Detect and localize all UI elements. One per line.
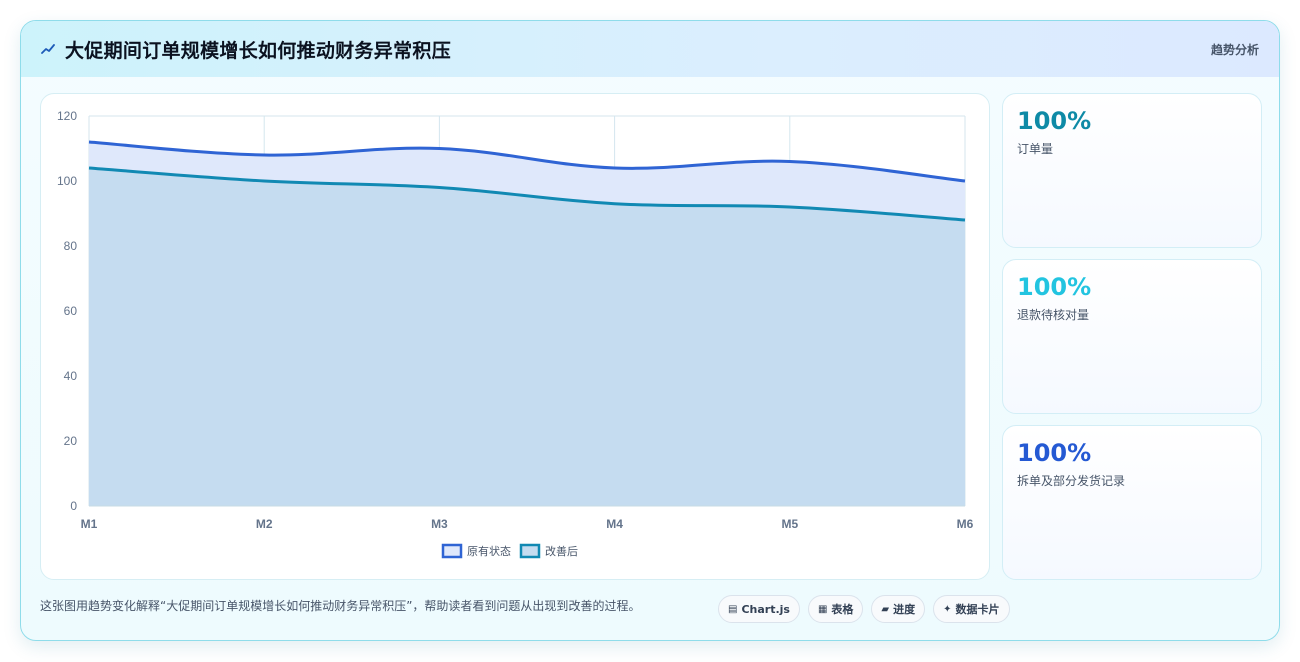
x-tick-label: M5: [781, 517, 798, 531]
tech-chips: ▤ Chart.js ▦ 表格 ▰ 进度 ✦ 数据卡片: [718, 595, 1010, 623]
x-tick-label: M2: [256, 517, 273, 531]
y-tick-label: 100: [57, 174, 77, 188]
card-header: 大促期间订单规模增长如何推动财务异常积压 趋势分析: [21, 21, 1279, 77]
chip-progress[interactable]: ▰ 进度: [871, 595, 926, 623]
series-area-1: [89, 168, 965, 506]
x-tick-label: M3: [431, 517, 448, 531]
chart-icon: ▤: [728, 603, 738, 615]
kpi-value: 100%: [1017, 273, 1092, 301]
legend-label-0: 原有状态: [467, 544, 511, 558]
sparkle-icon: ✦: [943, 603, 952, 615]
chip-label: 数据卡片: [955, 603, 1000, 616]
chip-chartjs[interactable]: ▤ Chart.js: [718, 595, 800, 623]
legend-label-1: 改善后: [545, 544, 578, 558]
kpi-card-split-shipments: 100% 拆单及部分发货记录: [1002, 425, 1262, 580]
x-tick-label: M4: [606, 517, 623, 531]
legend-swatch-1: [519, 543, 541, 559]
page-title: 大促期间订单规模增长如何推动财务异常积压: [65, 39, 452, 62]
kpi-card-refunds: 100% 退款待核对量: [1002, 259, 1262, 414]
dashboard-card: 大促期间订单规模增长如何推动财务异常积压 趋势分析 0 20 40 60 80 100 12…: [20, 20, 1280, 641]
series-line-0: [88, 140, 966, 183]
kpi-value: 100%: [1017, 107, 1092, 135]
kpi-card-orders: 100% 订单量: [1002, 93, 1262, 248]
chip-table[interactable]: ▦ 表格: [807, 595, 864, 623]
y-tick-label: 40: [64, 369, 78, 383]
kpi-label: 拆单及部分发货记录: [1017, 474, 1126, 488]
x-tick-label: M6: [957, 517, 974, 531]
trend-analysis-tag: 趋势分析: [1210, 42, 1259, 57]
chip-label: 进度: [893, 603, 916, 616]
chart-panel: 0 20 40 60 80 100 120 M1 M2 M3 M4 M5 M6 原有状态 改善后: [40, 93, 990, 580]
chip-label: 表格: [831, 603, 854, 616]
x-tick-label: M1: [81, 517, 98, 531]
y-tick-label: 20: [64, 434, 78, 448]
progress-icon: ▰: [881, 603, 890, 615]
title-wrap: 大促期间订单规模增长如何推动财务异常积压: [41, 36, 451, 63]
kpi-label: 退款待核对量: [1017, 308, 1090, 322]
trend-icon: [41, 44, 55, 54]
legend-swatch-0: [441, 543, 463, 559]
chip-data-cards[interactable]: ✦ 数据卡片: [933, 595, 1010, 623]
chip-label: Chart.js: [741, 602, 790, 616]
y-tick-label: 120: [57, 109, 77, 123]
kpi-label: 订单量: [1017, 142, 1054, 156]
series-line-1: [88, 166, 966, 222]
y-tick-label: 0: [70, 499, 77, 513]
y-tick-label: 60: [64, 304, 78, 318]
kpi-value: 100%: [1017, 439, 1092, 467]
table-icon: ▦: [817, 603, 828, 615]
chart-description: 这张图用趋势变化解释“大促期间订单规模增长如何推动财务异常积压”，帮助读者看到问…: [40, 599, 641, 613]
y-tick-label: 80: [64, 239, 78, 253]
area-chart: 0 20 40 60 80 100 120 M1 M2 M3 M4 M5 M6 原有状态 改善后: [57, 109, 974, 559]
